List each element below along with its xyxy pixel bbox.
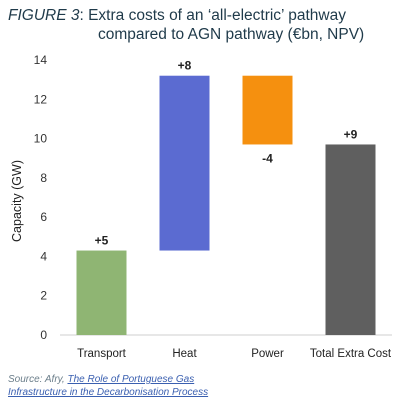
bar-power <box>242 75 293 145</box>
data-label: +9 <box>344 127 358 141</box>
bar-transport <box>76 250 127 335</box>
figure-number: FIGURE 3 <box>8 7 80 24</box>
bars <box>76 75 376 335</box>
y-tick-label: 0 <box>40 328 47 342</box>
chart-title: FIGURE 3: Extra costs of an ‘all-electri… <box>8 6 398 44</box>
source-link-line-2: Infrastructure in the Decarbonisation Pr… <box>8 387 209 398</box>
title-line-1: : Extra costs of an ‘all-electric’ pathw… <box>79 7 346 24</box>
source-note: Source: Afry, The Role of Portuguese Gas… <box>8 373 398 399</box>
source-prefix: Source: Afry, <box>8 374 68 385</box>
data-label: +8 <box>178 59 192 73</box>
category-label: Heat <box>172 348 197 360</box>
title-line-2: compared to AGN pathway (€bn, NPV) <box>98 26 365 43</box>
category-label: Total Extra Cost <box>310 348 392 360</box>
category-labels: Transport Heat Power Total Extra Cost <box>77 348 392 360</box>
source-link[interactable]: The Role of Portuguese Gas Infrastructure… <box>8 374 208 398</box>
bar-heat <box>159 75 210 251</box>
y-axis-label: Capacity (GW) <box>10 160 24 242</box>
data-label: -4 <box>262 151 273 165</box>
y-tick-label: 2 <box>40 289 47 303</box>
bar-total-extra-cost <box>325 144 376 335</box>
y-tick-label: 10 <box>34 132 48 146</box>
y-tick-label: 4 <box>40 249 47 263</box>
y-tick-label: 6 <box>40 210 47 224</box>
category-label: Transport <box>77 348 127 360</box>
data-label: +5 <box>95 234 109 248</box>
data-labels: +5 +8 -4 +9 <box>95 59 358 248</box>
source-link-line-1: The Role of Portuguese Gas <box>67 374 195 385</box>
y-tick-label: 8 <box>40 171 47 185</box>
y-tick-label: 14 <box>34 53 48 67</box>
y-tick-label: 12 <box>34 92 48 106</box>
category-label: Power <box>251 348 284 360</box>
